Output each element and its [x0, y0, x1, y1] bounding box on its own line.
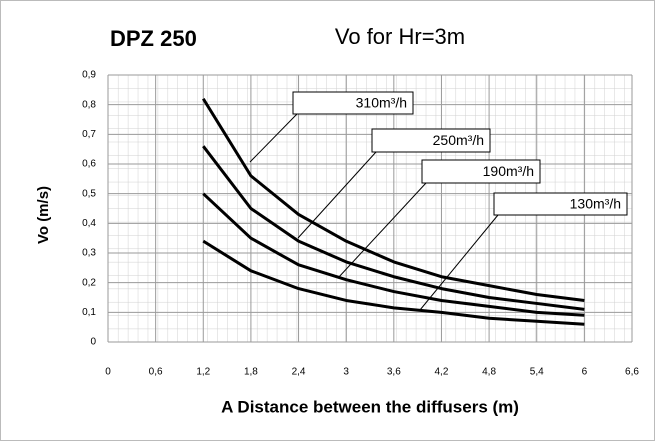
x-tick-label: 0	[105, 367, 111, 378]
leader-line	[249, 113, 298, 163]
legend-label: 250m³/h	[433, 132, 484, 148]
y-axis-label: Vo (m/s)	[35, 186, 52, 244]
x-tick-label: 0,6	[149, 367, 163, 378]
x-tick-label: 2,4	[292, 367, 306, 378]
y-tick-label: 0,2	[82, 277, 96, 288]
x-tick-label: 6,6	[625, 367, 639, 378]
x-tick-label: 6	[582, 367, 588, 378]
x-tick-label: 4,2	[435, 367, 449, 378]
series-line	[202, 192, 585, 317]
x-tick-label: 3,6	[387, 367, 401, 378]
legend-label: 310m³/h	[356, 95, 407, 111]
leader-line	[297, 151, 377, 239]
label-box	[493, 192, 628, 216]
y-tick-label: 0,1	[82, 307, 96, 318]
y-tick-label: 0,9	[82, 70, 96, 81]
series-line	[201, 97, 585, 302]
x-tick-label: 1,8	[244, 367, 258, 378]
y-tick-label: 0,6	[82, 159, 96, 170]
y-tick-label: 0,3	[82, 248, 96, 259]
y-tick-label: 0,8	[82, 99, 96, 110]
label-box	[371, 128, 491, 153]
y-tick-label: 0,4	[82, 218, 96, 229]
label-box	[421, 159, 541, 184]
y-tick-label: 0	[90, 337, 96, 348]
x-axis-label: A Distance between the diffusers (m)	[221, 397, 519, 416]
x-tick-label: 1,2	[196, 367, 210, 378]
x-tick-label: 3	[343, 367, 349, 378]
leader-line	[337, 182, 427, 279]
y-tick-label: 0,5	[82, 188, 96, 199]
y-tick-label: 0,7	[82, 129, 96, 140]
x-tick-label: 4,8	[482, 367, 496, 378]
legend-label: 130m³/h	[570, 196, 621, 212]
label-box	[292, 91, 414, 115]
series-line	[202, 239, 585, 326]
heading: DPZ 250	[110, 26, 197, 51]
leader-line	[419, 214, 499, 311]
chart-title: Vo for Hr=3m	[335, 24, 465, 49]
series-line	[202, 145, 585, 311]
x-tick-label: 5,4	[530, 367, 544, 378]
legend-label: 190m³/h	[483, 163, 534, 179]
